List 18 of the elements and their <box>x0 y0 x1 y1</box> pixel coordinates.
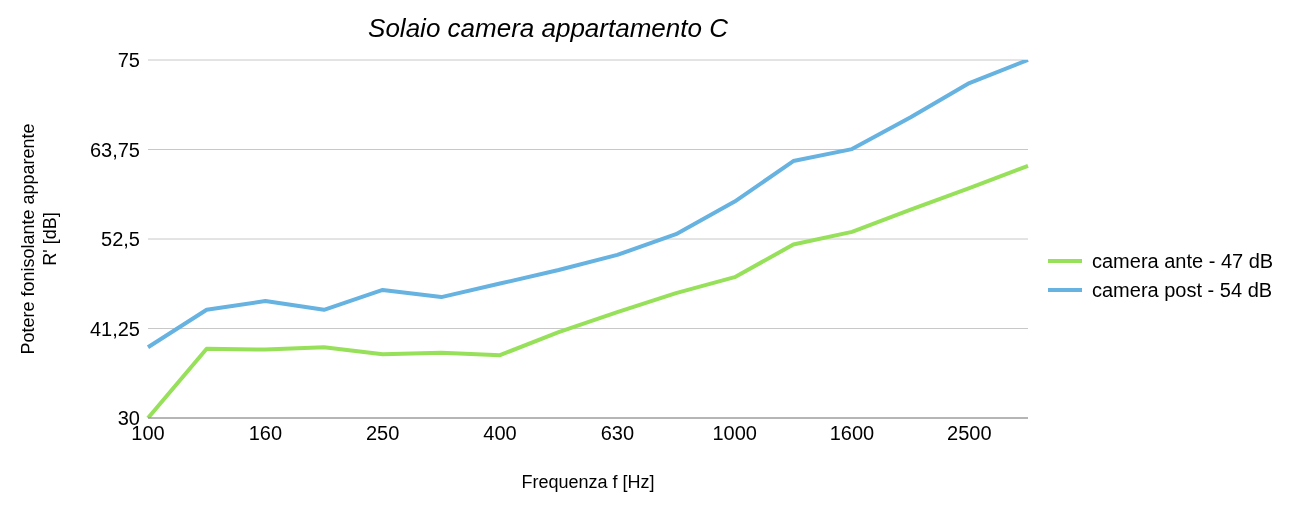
x-tick-label: 2500 <box>947 422 992 445</box>
x-tick-label: 1600 <box>829 422 875 445</box>
y-axis-title: Potere fonisolante apparente R' [dB] <box>18 123 60 355</box>
y-tick-label: 75 <box>117 49 140 72</box>
legend-label: camera ante - 47 dB <box>1092 249 1274 273</box>
x-tick-label: 630 <box>600 422 635 445</box>
x-axis-title: Frequenza f [Hz] <box>521 472 655 492</box>
y-tick-label: 41,25 <box>89 317 140 340</box>
y-tick-label: 52,5 <box>101 228 140 251</box>
chart-title: Solaio camera appartamento C <box>367 12 729 45</box>
line-series <box>146 163 1030 418</box>
x-tick-label: 1000 <box>712 422 757 445</box>
x-tick-label: 400 <box>483 422 517 445</box>
x-tick-label: 160 <box>248 422 283 445</box>
x-tick-label: 250 <box>365 422 400 445</box>
legend-label: camera post - 54 dB <box>1092 278 1273 302</box>
line-series <box>146 60 1030 350</box>
y-tick-label: 63,75 <box>89 138 140 161</box>
